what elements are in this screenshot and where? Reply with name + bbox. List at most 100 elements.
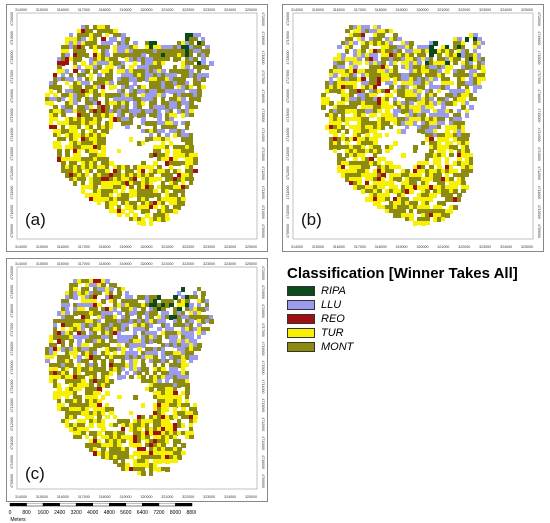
- y-tick-label-left: 4715000: [10, 108, 14, 122]
- land-cover-patch: [89, 319, 93, 323]
- land-cover-patch: [337, 129, 341, 133]
- land-cover-patch: [161, 455, 165, 459]
- land-cover-patch: [433, 113, 438, 117]
- land-cover-patch: [77, 73, 82, 78]
- land-cover-patch: [421, 117, 425, 122]
- land-cover-patch: [369, 101, 374, 105]
- land-cover-patch: [169, 101, 174, 105]
- land-cover-patch: [117, 451, 121, 455]
- land-cover-patch: [177, 339, 181, 343]
- y-tick-label-right: 4710000: [261, 205, 265, 219]
- land-cover-patch: [93, 339, 97, 343]
- land-cover-patch: [89, 133, 94, 138]
- land-cover-patch: [125, 173, 130, 178]
- land-cover-patch: [353, 33, 357, 37]
- land-cover-patch: [101, 367, 106, 371]
- land-cover-patch: [169, 431, 174, 435]
- land-cover-patch: [441, 85, 446, 90]
- land-cover-patch: [85, 411, 89, 416]
- land-cover-patch: [97, 81, 101, 85]
- land-cover-patch: [69, 121, 74, 126]
- land-cover-patch: [433, 93, 437, 97]
- land-cover-patch: [53, 379, 57, 383]
- land-cover-patch: [377, 25, 381, 30]
- land-cover-patch: [329, 89, 333, 93]
- land-cover-patch: [137, 375, 141, 379]
- land-cover-patch: [377, 149, 382, 154]
- land-cover-patch: [161, 411, 165, 415]
- land-cover-patch: [441, 113, 445, 118]
- land-cover-patch: [125, 327, 129, 331]
- land-cover-patch: [133, 331, 137, 335]
- land-cover-patch: [121, 451, 126, 456]
- land-cover-patch: [189, 145, 194, 149]
- land-cover-patch: [193, 327, 197, 331]
- land-cover-patch: [369, 177, 374, 181]
- land-cover-patch: [177, 205, 181, 210]
- land-cover-patch: [73, 403, 77, 407]
- land-cover-patch: [129, 201, 134, 206]
- land-cover-patch: [385, 109, 390, 114]
- land-cover-patch: [65, 105, 69, 109]
- land-cover-patch: [401, 129, 406, 134]
- y-tick-label-left: 4720000: [10, 266, 14, 280]
- land-cover-patch: [433, 133, 438, 137]
- land-cover-patch: [437, 165, 442, 170]
- land-cover-patch: [413, 169, 417, 173]
- land-cover-patch: [185, 295, 189, 299]
- land-cover-patch: [185, 177, 189, 181]
- land-cover-patch: [369, 73, 374, 77]
- land-cover-patch: [449, 193, 453, 198]
- land-cover-patch: [149, 431, 154, 436]
- land-cover-patch: [121, 323, 126, 328]
- land-cover-patch: [469, 69, 473, 73]
- land-cover-patch: [161, 415, 165, 420]
- land-cover-patch: [77, 347, 81, 352]
- land-cover-patch: [437, 141, 441, 145]
- land-cover-patch: [85, 29, 90, 34]
- land-cover-patch: [181, 375, 185, 380]
- x-tick-label-top: 317000: [78, 8, 90, 12]
- y-tick-label-right: 4718000: [537, 51, 541, 65]
- land-cover-patch: [189, 61, 194, 65]
- y-tick-label-right: 4720000: [537, 12, 541, 26]
- land-cover-patch: [161, 467, 166, 471]
- land-cover-patch: [181, 351, 185, 355]
- land-cover-patch: [361, 77, 366, 82]
- land-cover-patch: [145, 89, 150, 93]
- land-cover-patch: [465, 153, 469, 157]
- land-cover-patch: [169, 351, 173, 355]
- land-cover-patch: [89, 177, 93, 182]
- land-cover-patch: [149, 303, 154, 307]
- land-cover-patch: [197, 49, 201, 54]
- x-tick-label-top: 324000: [500, 8, 512, 12]
- land-cover-patch: [121, 121, 126, 126]
- land-cover-patch: [157, 157, 162, 161]
- land-cover-patch: [153, 101, 157, 105]
- land-cover-patch: [353, 105, 357, 110]
- land-cover-patch: [193, 105, 198, 109]
- land-cover-patch: [77, 133, 82, 138]
- land-cover-patch: [209, 315, 213, 320]
- land-cover-patch: [93, 283, 97, 287]
- land-cover-patch: [401, 189, 405, 193]
- land-cover-patch: [173, 197, 177, 202]
- land-cover-patch: [185, 307, 190, 311]
- land-cover-patch: [153, 149, 157, 154]
- x-tick-label-bottom: 325000: [245, 245, 257, 249]
- land-cover-patch: [61, 105, 66, 109]
- y-tick-label-left: 4713000: [10, 147, 14, 161]
- land-cover-patch: [181, 53, 186, 57]
- land-cover-patch: [193, 65, 197, 69]
- land-cover-patch: [481, 41, 485, 45]
- land-cover-patch: [85, 161, 90, 165]
- land-cover-patch: [437, 169, 442, 173]
- land-cover-patch: [329, 137, 334, 141]
- land-cover-patch: [445, 209, 449, 214]
- land-cover-patch: [201, 77, 206, 82]
- land-cover-patch: [185, 57, 190, 62]
- land-cover-patch: [141, 467, 145, 472]
- land-cover-patch: [89, 367, 94, 371]
- land-cover-patch: [189, 181, 193, 185]
- land-cover-patch: [461, 161, 465, 165]
